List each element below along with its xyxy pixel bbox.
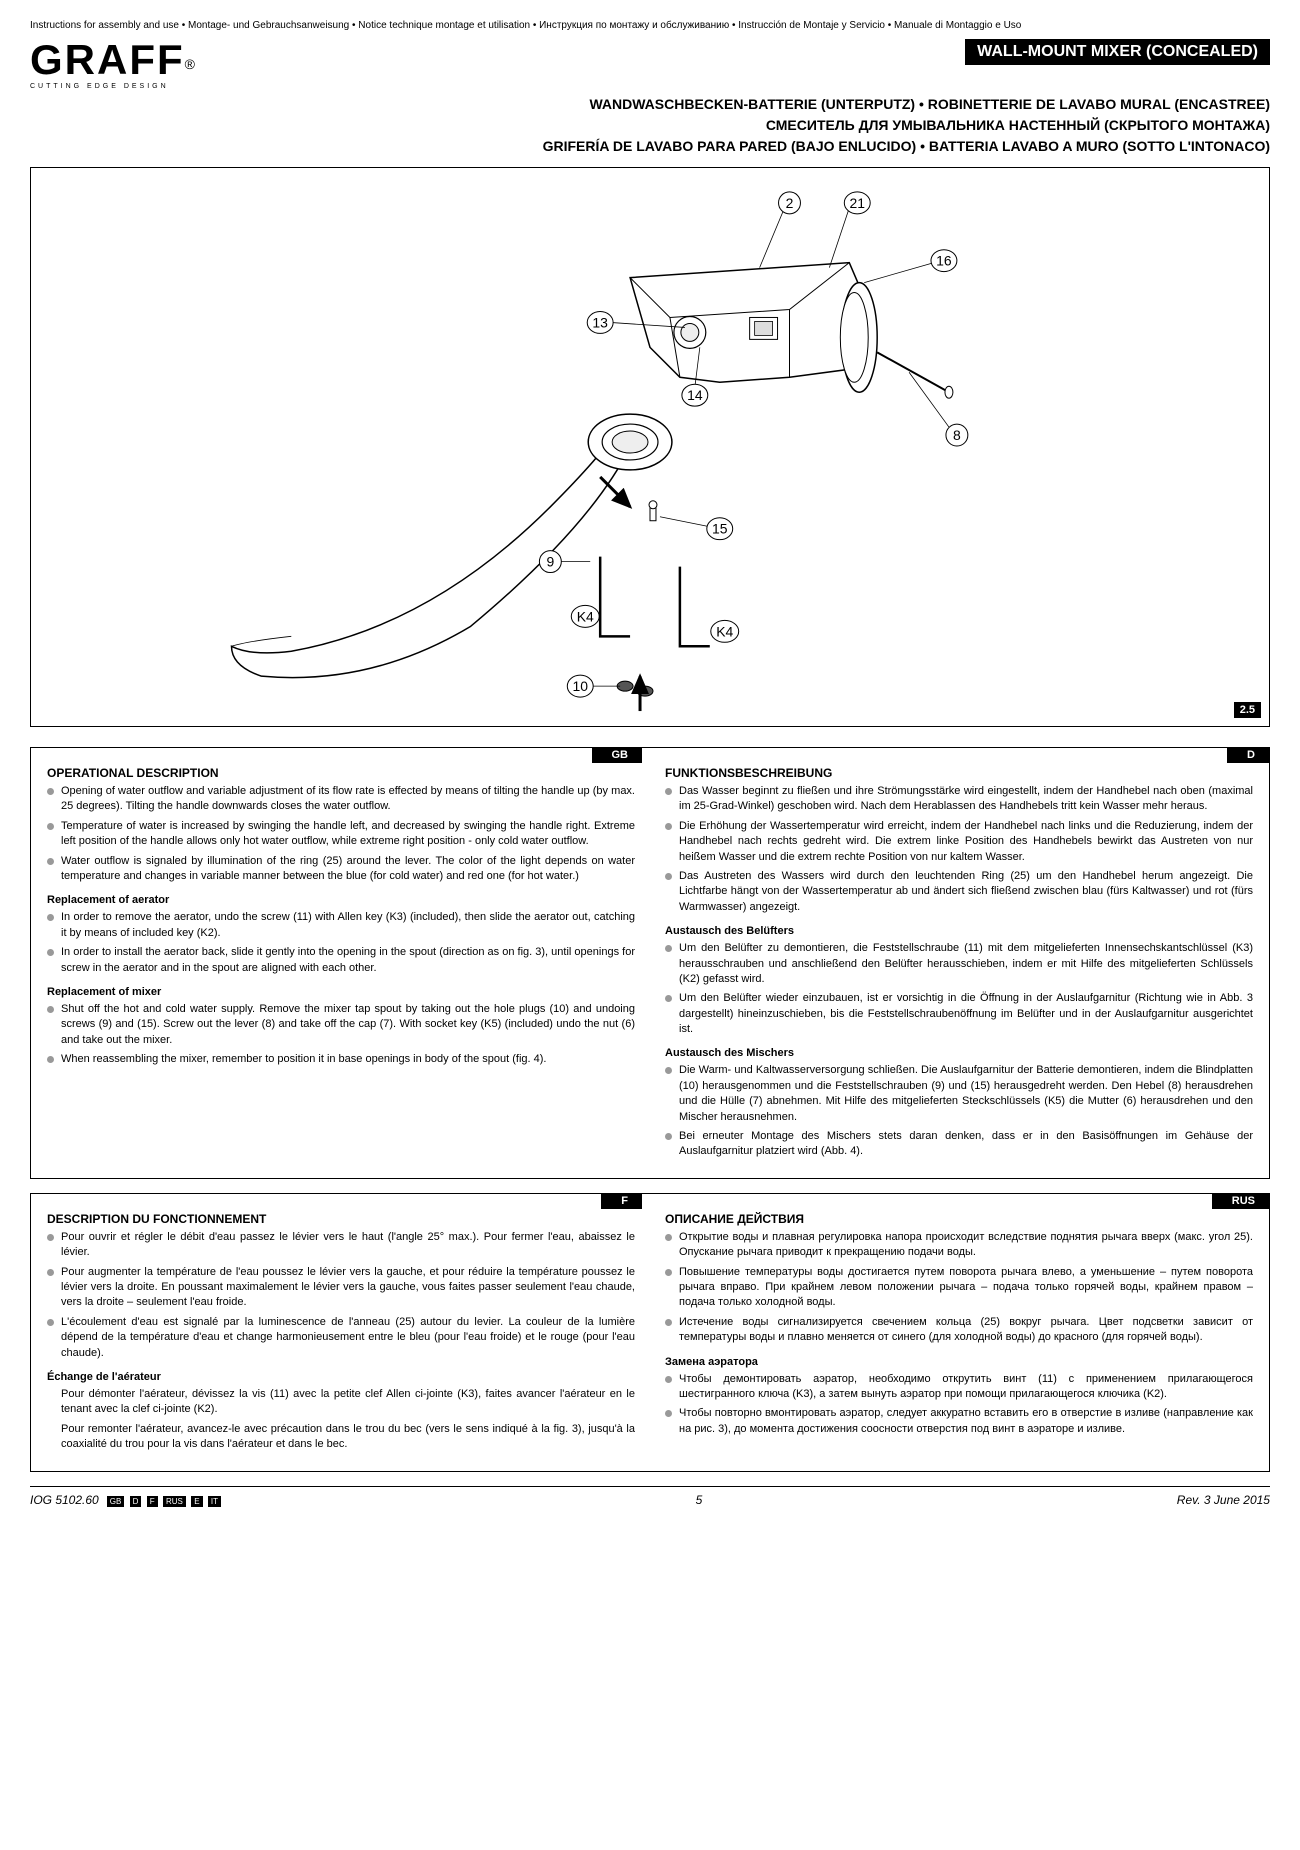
callout-13: 13 (592, 314, 608, 330)
doc-number: IOG 5102.60 (30, 1493, 99, 1507)
callout-9: 9 (546, 554, 554, 570)
callout-15: 15 (712, 521, 728, 537)
sub-rus-aerator: Замена аэратора (665, 1356, 1253, 1368)
sub-d-mixer: Austausch des Mischers (665, 1047, 1253, 1059)
col-f: DESCRIPTION DU FONCTIONNEMENT Pour ouvri… (47, 1206, 635, 1457)
figure-label: 2.5 (1234, 702, 1261, 718)
callout-2: 2 (786, 195, 794, 211)
bullet: Temperature of water is increased by swi… (47, 819, 635, 850)
multi-lang-titles: WANDWASCHBECKEN-BATTERIE (UNTERPUTZ) • R… (30, 94, 1270, 157)
diagram-box: 2 21 13 14 16 8 9 15 K4 K4 10 2.5 (30, 167, 1270, 727)
bullet: Bei erneuter Montage des Mischers stets … (665, 1129, 1253, 1160)
lang-tab-rus: RUS (1212, 1193, 1269, 1209)
bullet: Opening of water outflow and variable ad… (47, 784, 635, 815)
revision: Rev. 3 June 2015 (1177, 1493, 1270, 1507)
col-rus: ОПИСАНИЕ ДЕЙСТВИЯ Открытие воды и плавна… (665, 1206, 1253, 1457)
top-langs-line: Instructions for assembly and use • Mont… (30, 20, 1270, 31)
bullet: Die Erhöhung der Wassertemperatur wird e… (665, 819, 1253, 865)
sub-gb-mixer: Replacement of mixer (47, 986, 635, 998)
bullet: Чтобы демонтировать аэратор, необходимо … (665, 1372, 1253, 1403)
flag-gb: GB (107, 1496, 125, 1507)
bullets-d-3: Die Warm- und Kaltwasserversorgung schli… (665, 1063, 1253, 1159)
flag-d: D (130, 1496, 142, 1507)
title-line-2: СМЕСИТЕЛЬ ДЛЯ УМЫВАЛЬНИКА НАСТЕННЫЙ (СКР… (30, 115, 1270, 136)
flag-f: F (147, 1496, 158, 1507)
bullet: Истечение воды сигнализируется свечением… (665, 1315, 1253, 1346)
flag-e: E (191, 1496, 202, 1507)
callout-10: 10 (572, 678, 588, 694)
bullet: Water outflow is signaled by illuminatio… (47, 854, 635, 885)
title-rus: ОПИСАНИЕ ДЕЙСТВИЯ (665, 1212, 1253, 1226)
bullet: Um den Belüfter zu demontieren, die Fest… (665, 941, 1253, 987)
bullet: Das Wasser beginnt zu fließen und ihre S… (665, 784, 1253, 815)
lang-tab-f: F (601, 1193, 642, 1209)
bullet: L'écoulement d'eau est signalé par la lu… (47, 1315, 635, 1361)
lang-tab-d: D (1227, 747, 1269, 763)
bullet: Pour augmenter la température de l'eau p… (47, 1265, 635, 1311)
flag-rus: RUS (163, 1496, 186, 1507)
title-d: FUNKTIONSBESCHREIBUNG (665, 766, 1253, 780)
logo-subtitle: CUTTING EDGE DESIGN (30, 83, 195, 90)
section-f-rus: F RUS DESCRIPTION DU FONCTIONNEMENT Pour… (30, 1193, 1270, 1472)
title-line-1: WANDWASCHBECKEN-BATTERIE (UNTERPUTZ) • R… (30, 94, 1270, 115)
col-gb: OPERATIONAL DESCRIPTION Opening of water… (47, 760, 635, 1164)
bullet: Um den Belüfter wieder einzubauen, ist e… (665, 991, 1253, 1037)
para-f-1: Pour démonter l'aérateur, dévissez la vi… (47, 1387, 635, 1418)
bullets-gb-1: Opening of water outflow and variable ad… (47, 784, 635, 884)
bullet: Das Austreten des Wassers wird durch den… (665, 869, 1253, 915)
sub-f-aerator: Échange de l'aérateur (47, 1371, 635, 1383)
lang-tab-gb: GB (592, 747, 643, 763)
para-f-2: Pour remonter l'aérateur, avancez-le ave… (47, 1422, 635, 1453)
exploded-diagram: 2 21 13 14 16 8 9 15 K4 K4 10 (31, 168, 1269, 726)
bullets-d-1: Das Wasser beginnt zu fließen und ihre S… (665, 784, 1253, 915)
bullet: In order to install the aerator back, sl… (47, 945, 635, 976)
bullets-rus-1: Открытие воды и плавная регулировка напо… (665, 1230, 1253, 1346)
callout-14: 14 (687, 387, 703, 403)
bullet: Die Warm- und Kaltwasserversorgung schli… (665, 1063, 1253, 1125)
bullets-d-2: Um den Belüfter zu demontieren, die Fest… (665, 941, 1253, 1037)
callout-k4b: K4 (716, 623, 733, 639)
bullet: Чтобы повторно вмонтировать аэратор, сле… (665, 1406, 1253, 1437)
title-line-3: GRIFERÍA DE LAVABO PARA PARED (BAJO ENLU… (30, 136, 1270, 157)
title-area: WALL-MOUNT MIXER (CONCEALED) (195, 39, 1270, 65)
sub-gb-aerator: Replacement of aerator (47, 894, 635, 906)
callout-16: 16 (936, 253, 952, 269)
title-gb: OPERATIONAL DESCRIPTION (47, 766, 635, 780)
section-gb-d: GB D OPERATIONAL DESCRIPTION Opening of … (30, 747, 1270, 1179)
logo: GRAFF® CUTTING EDGE DESIGN (30, 39, 195, 90)
bullet: Открытие воды и плавная регулировка напо… (665, 1230, 1253, 1261)
footer: IOG 5102.60 GB D F RUS E IT 5 Rev. 3 Jun… (30, 1486, 1270, 1507)
logo-text: GRAFF (30, 36, 185, 83)
bullet: When reassembling the mixer, remember to… (47, 1052, 635, 1067)
callout-21: 21 (849, 195, 865, 211)
title-f: DESCRIPTION DU FONCTIONNEMENT (47, 1212, 635, 1226)
bullets-gb-2: In order to remove the aerator, undo the… (47, 910, 635, 976)
callout-8: 8 (953, 427, 961, 443)
col-d: FUNKTIONSBESCHREIBUNG Das Wasser beginnt… (665, 760, 1253, 1164)
footer-left: IOG 5102.60 GB D F RUS E IT (30, 1493, 221, 1507)
callout-k4a: K4 (577, 608, 594, 624)
bullet: Повышение температуры воды достигается п… (665, 1265, 1253, 1311)
sub-d-aerator: Austausch des Belüfters (665, 925, 1253, 937)
bullet: In order to remove the aerator, undo the… (47, 910, 635, 941)
bullets-rus-2: Чтобы демонтировать аэратор, необходимо … (665, 1372, 1253, 1438)
flag-it: IT (208, 1496, 221, 1507)
bullets-gb-3: Shut off the hot and cold water supply. … (47, 1002, 635, 1068)
header-row: GRAFF® CUTTING EDGE DESIGN WALL-MOUNT MI… (30, 39, 1270, 90)
page-number: 5 (696, 1493, 703, 1507)
main-title-badge: WALL-MOUNT MIXER (CONCEALED) (965, 39, 1270, 65)
bullet: Pour ouvrir et régler le débit d'eau pas… (47, 1230, 635, 1261)
logo-reg: ® (185, 56, 195, 72)
bullet: Shut off the hot and cold water supply. … (47, 1002, 635, 1048)
bullets-f-1: Pour ouvrir et régler le débit d'eau pas… (47, 1230, 635, 1361)
